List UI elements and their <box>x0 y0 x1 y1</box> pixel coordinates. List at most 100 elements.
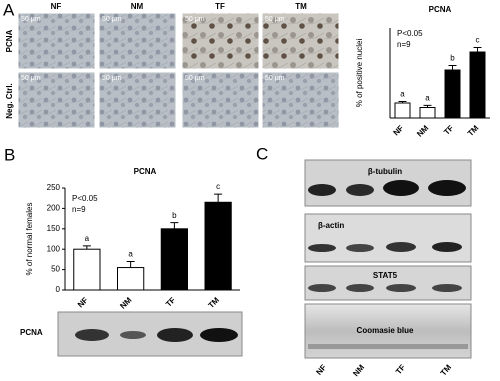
blot-label: PCNA <box>20 328 43 337</box>
blot-label: Coomasie blue <box>357 326 414 335</box>
micrograph <box>261 12 340 70</box>
x-tick-label: TF <box>164 295 177 308</box>
y-tick-label: 0 <box>56 285 61 294</box>
blot-c: β-tubulin β-actin STAT5 Coomasie blue NF… <box>304 159 472 379</box>
column-label: NM <box>131 2 144 11</box>
x-tick-label: TM <box>466 123 481 138</box>
error-bar <box>170 222 179 229</box>
bar <box>419 107 436 119</box>
micrograph <box>261 71 340 129</box>
blot-label: STAT5 <box>373 271 398 280</box>
bar <box>160 228 188 291</box>
band <box>346 184 374 196</box>
panel-label: B <box>4 145 15 164</box>
row-label: Neg. Ctrl. <box>5 83 14 119</box>
band <box>428 180 466 196</box>
micrograph <box>17 12 96 70</box>
column-label: TM <box>295 2 307 11</box>
band <box>346 284 374 292</box>
y-tick-label: 100 <box>47 244 61 253</box>
lane-label: TM <box>439 363 454 378</box>
x-tick-label: NF <box>391 123 405 137</box>
y-tick-label: 150 <box>47 224 61 233</box>
significance-label: a <box>85 234 90 243</box>
x-tick-label: NF <box>76 295 90 309</box>
blot <box>304 213 472 263</box>
significance-label: c <box>476 36 480 45</box>
band <box>346 244 374 252</box>
significance-label: a <box>425 94 430 103</box>
bar <box>204 201 232 291</box>
scale-bar-label: 50 μm <box>102 16 122 23</box>
band <box>383 180 419 196</box>
significance-label: b <box>450 54 455 63</box>
bar <box>469 51 486 119</box>
chart-title: PCNA <box>429 5 452 14</box>
y-tick-label: 50 <box>51 265 60 274</box>
blot-label: β-actin <box>318 221 344 230</box>
error-bar <box>398 101 407 103</box>
y-axis-label: % of positive nuclei <box>355 39 364 108</box>
band <box>200 328 238 342</box>
band <box>308 244 336 252</box>
y-axis-label: % of normal females <box>25 203 34 276</box>
scale-bar-label: 50 μm <box>185 16 205 23</box>
scale-bar-label: 50 μm <box>185 75 205 82</box>
row-label: PCNA <box>5 29 14 52</box>
x-tick-label: TM <box>206 295 221 310</box>
error-bar <box>126 260 135 268</box>
bar <box>444 69 461 119</box>
panel-label: A <box>3 0 15 19</box>
blot <box>304 265 472 301</box>
scale-bar-label: 50 μm <box>265 75 285 82</box>
micrograph <box>181 71 260 129</box>
micrograph <box>17 71 96 129</box>
band <box>432 284 462 292</box>
band <box>308 184 336 196</box>
chart-title: PCNA <box>134 167 157 176</box>
band <box>308 284 336 292</box>
band <box>386 284 416 292</box>
significance-label: a <box>128 250 133 259</box>
gel-band <box>308 344 468 349</box>
scale-bar-label: 50 μm <box>102 75 122 82</box>
y-tick-label: 250 <box>47 183 61 192</box>
significance-label: c <box>216 182 220 191</box>
micrograph <box>98 12 177 70</box>
note: P<0.05 <box>72 194 98 203</box>
x-tick-label: NM <box>118 295 133 310</box>
band <box>75 329 109 341</box>
blot-b: PCNA <box>20 311 243 357</box>
error-bar <box>448 65 457 70</box>
blot-label: β-tubulin <box>368 167 402 176</box>
micrograph <box>98 71 177 129</box>
note: n=9 <box>397 40 411 49</box>
band <box>386 242 416 252</box>
note: n=9 <box>72 205 86 214</box>
bar <box>73 248 101 291</box>
error-bar <box>423 104 432 108</box>
band <box>432 242 462 252</box>
scale-bar-label: 50 μm <box>21 16 41 23</box>
y-tick-label: 200 <box>47 204 61 213</box>
lane-label: TF <box>394 363 407 376</box>
x-tick-label: TF <box>442 123 455 136</box>
column-label: NF <box>51 2 62 11</box>
error-bar <box>473 47 482 52</box>
error-bar <box>82 245 91 250</box>
x-tick-label: NM <box>415 123 430 138</box>
scale-bar-label: 50 μm <box>265 16 285 23</box>
panel-label: C <box>256 144 268 163</box>
lane-label: NM <box>351 363 366 379</box>
micrograph-grid: NF NM TF TM PCNA Neg. Ctrl. <box>5 2 307 119</box>
note: P<0.05 <box>397 29 423 38</box>
scale-bar-label: 50 μm <box>21 75 41 82</box>
error-bar <box>214 193 223 203</box>
significance-label: b <box>172 211 177 220</box>
significance-label: a <box>400 90 405 99</box>
micrograph <box>181 12 260 70</box>
bar <box>394 102 411 119</box>
lane-label: NF <box>314 363 328 377</box>
band <box>120 331 146 339</box>
